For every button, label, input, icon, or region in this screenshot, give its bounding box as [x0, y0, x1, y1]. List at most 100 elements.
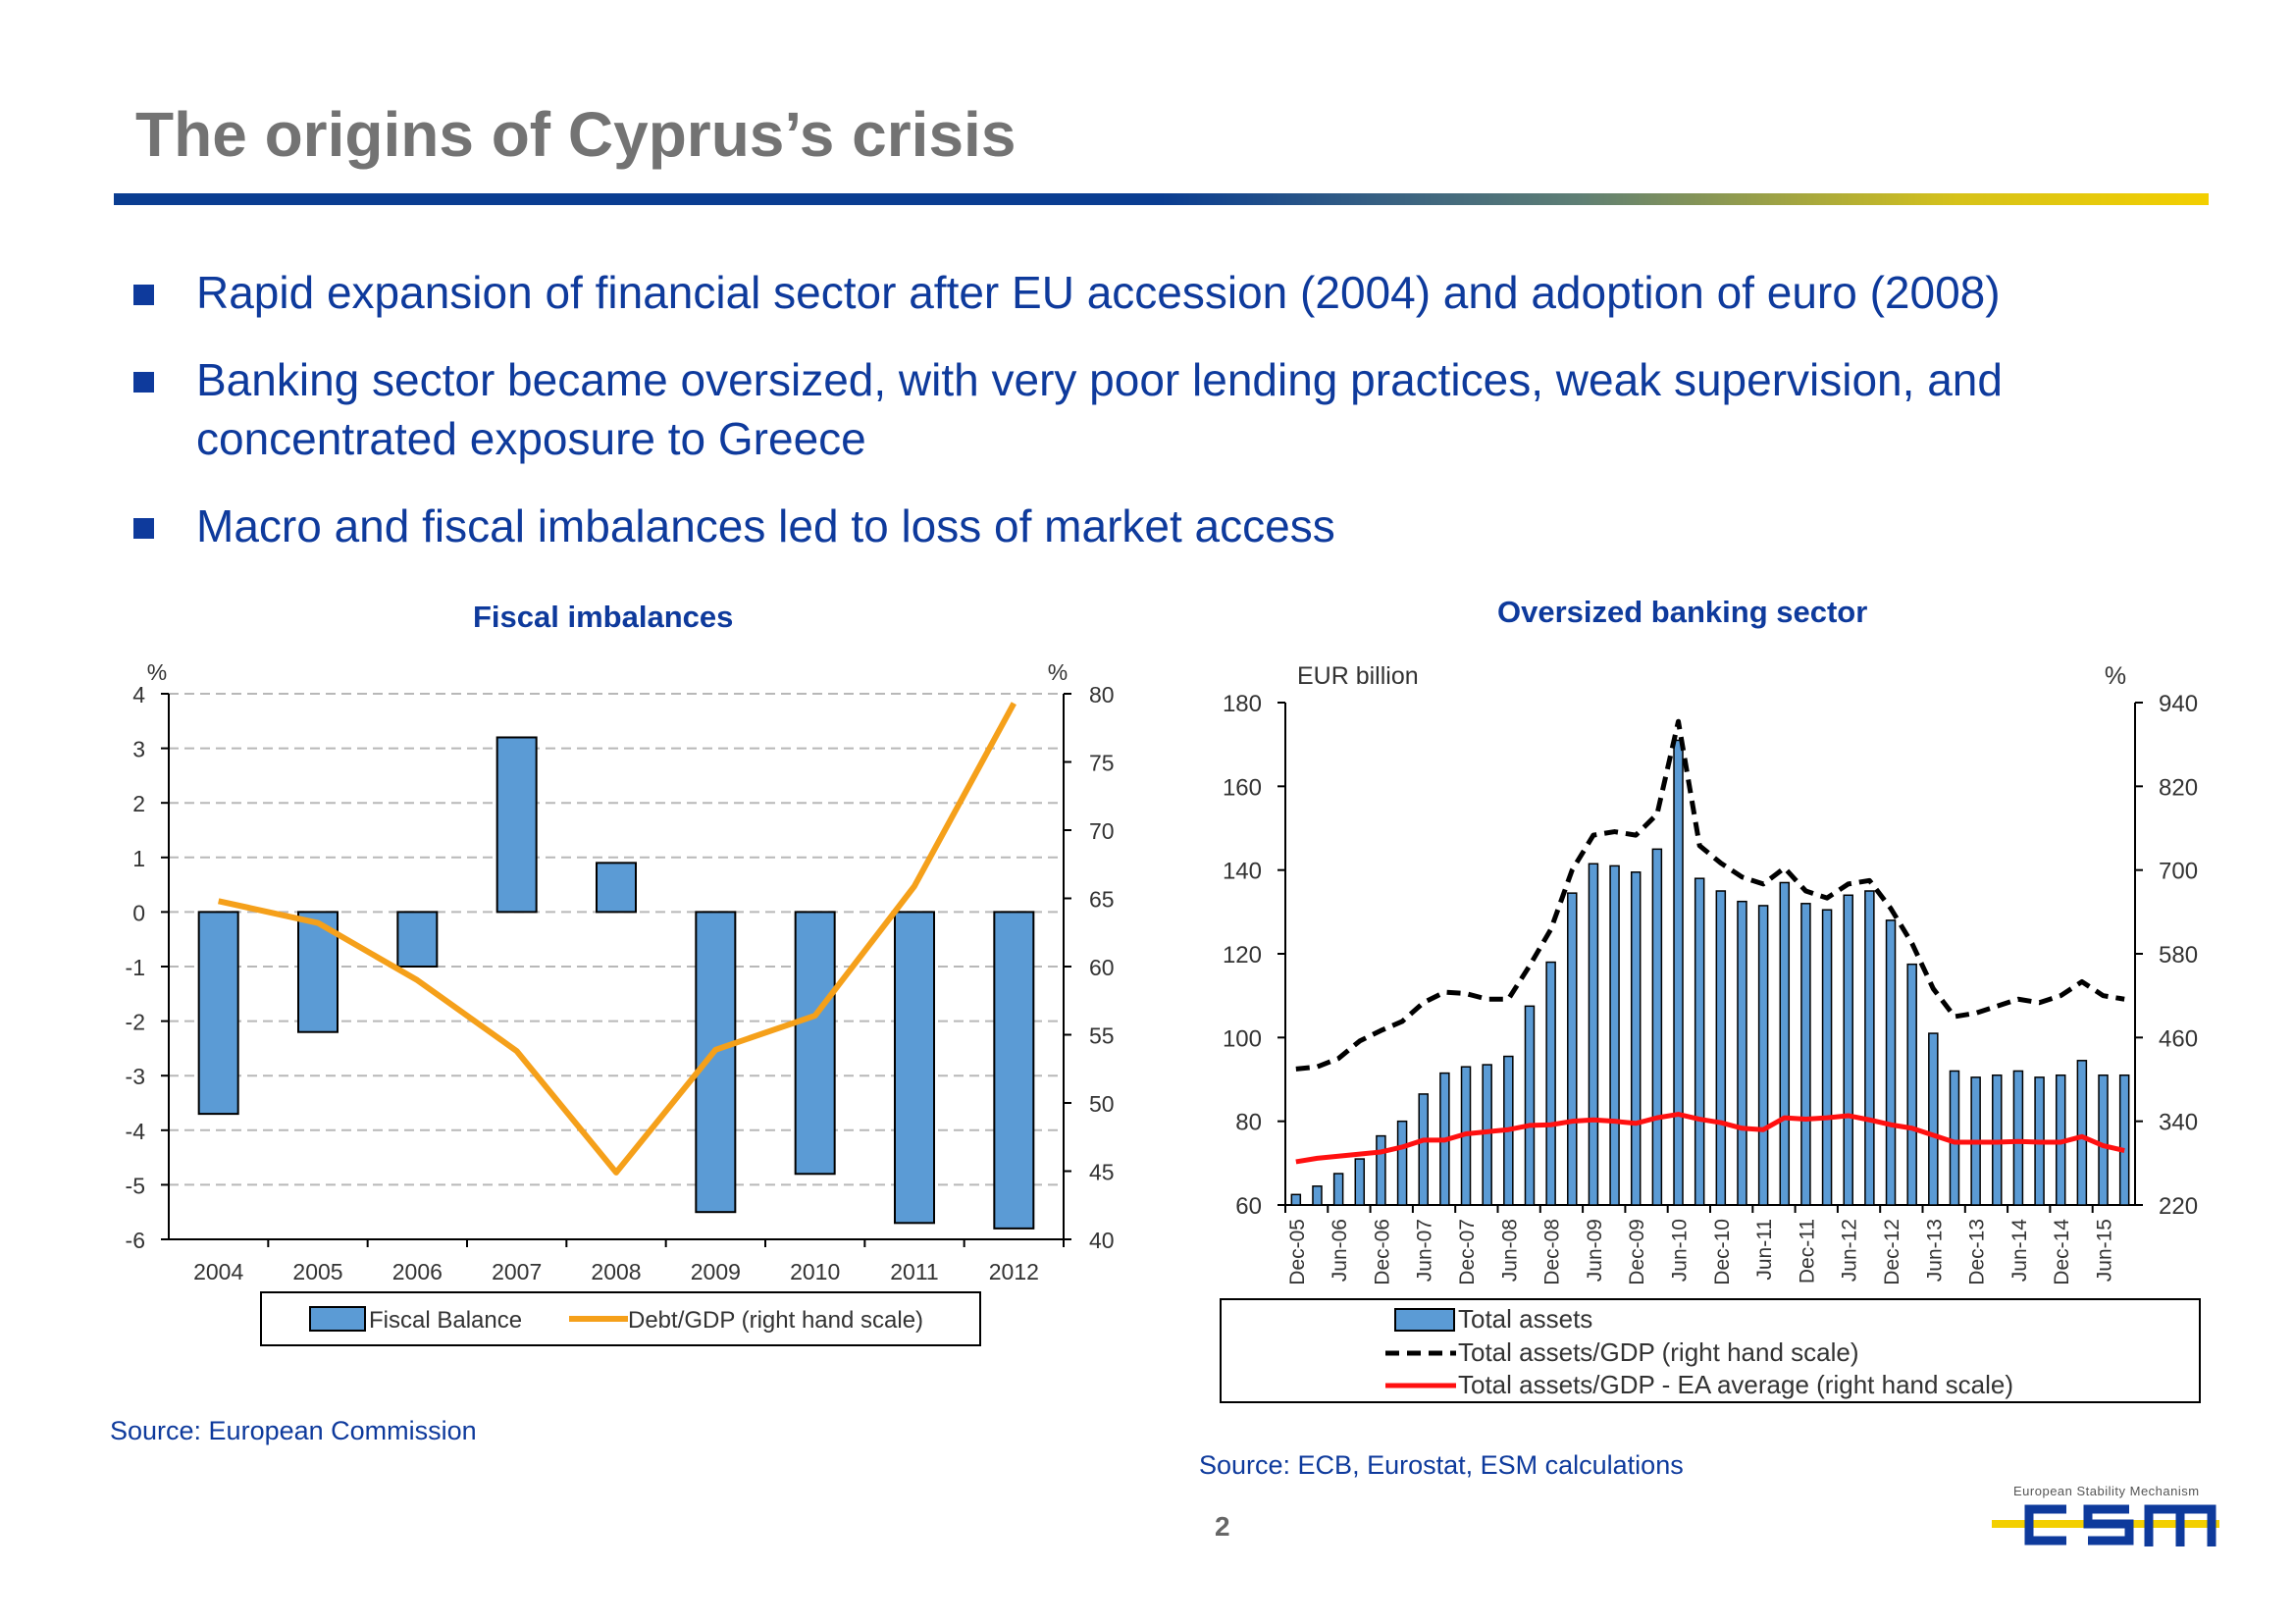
y2-tick-label: 70 — [1089, 818, 1115, 844]
legend-swatch-bar — [309, 1306, 366, 1332]
bullet-text: Banking sector became oversized, with ve… — [196, 354, 2003, 464]
y-tick-label: 60 — [1235, 1193, 1262, 1220]
bullet-square-icon — [133, 372, 154, 393]
bar-total-assets — [1376, 1134, 1386, 1206]
page-title: The origins of Cyprus’s crisis — [135, 99, 1017, 170]
bar-total-assets — [1588, 863, 1599, 1206]
x-tick-label: Dec-05 — [1286, 1219, 1309, 1285]
y2-tick-label: 700 — [2159, 859, 2198, 885]
y2-tick-label: 65 — [1089, 887, 1115, 913]
bar-total-assets — [1482, 1064, 1492, 1206]
x-tick-label: 2004 — [193, 1259, 243, 1284]
y2-tick-label: 55 — [1089, 1023, 1115, 1049]
bar-total-assets — [1332, 1173, 1344, 1206]
fiscal-chart-title: Fiscal imbalances — [473, 600, 734, 634]
x-tick-label: Jun-12 — [1839, 1219, 1861, 1282]
y-tick-label: -6 — [126, 1228, 145, 1253]
y2-tick-label: 220 — [2159, 1193, 2198, 1220]
banking-legend — [1220, 1298, 2201, 1403]
y-tick-label: -5 — [126, 1173, 145, 1198]
x-tick-label: 2007 — [492, 1259, 542, 1284]
y-tick-label: -3 — [126, 1064, 145, 1089]
x-tick-label: Jun-10 — [1669, 1219, 1692, 1282]
bar-fiscal-balance — [695, 911, 737, 1214]
bar-total-assets — [2098, 1074, 2109, 1206]
x-tick-label: Jun-14 — [2008, 1219, 2031, 1283]
y-tick-label: -4 — [126, 1119, 146, 1144]
esm-logo-icon — [1992, 1504, 2219, 1546]
bar-total-assets — [1651, 848, 1663, 1206]
y-tick-label: 120 — [1223, 942, 1262, 969]
fiscal-source: Source: European Commission — [110, 1416, 477, 1445]
x-tick-label: Jun-06 — [1329, 1219, 1351, 1282]
y-tick-label: 4 — [132, 682, 145, 707]
bar-total-assets — [1800, 903, 1811, 1206]
x-tick-label: Jun-08 — [1498, 1219, 1521, 1282]
bar-fiscal-balance — [197, 911, 239, 1116]
bar-total-assets — [1715, 890, 1727, 1206]
x-tick-label: 2005 — [292, 1259, 342, 1284]
legend-label: Total assets/GDP - EA average (right han… — [1458, 1370, 2013, 1399]
bar-total-assets — [1885, 919, 1897, 1206]
y2-tick-label: 45 — [1089, 1160, 1115, 1185]
bar-total-assets — [1757, 905, 1769, 1206]
legend-label: Fiscal Balance — [369, 1307, 522, 1334]
bar-total-assets — [1396, 1120, 1408, 1206]
x-tick-label: Dec-11 — [1796, 1219, 1818, 1283]
bullet-item: Rapid expansion of financial sector afte… — [133, 263, 2194, 322]
y2-tick-label: 820 — [2159, 774, 2198, 801]
x-tick-label: Dec-06 — [1371, 1219, 1393, 1285]
bar-total-assets — [1524, 1005, 1536, 1206]
bar-total-assets — [1737, 900, 1747, 1206]
bar-total-assets — [1609, 864, 1620, 1206]
esm-tagline: European Stability Mechanism — [2013, 1484, 2200, 1498]
left-axis-unit: % — [147, 659, 167, 685]
bar-total-assets — [1418, 1093, 1429, 1206]
bullet-square-icon — [133, 285, 154, 305]
x-tick-label: 2006 — [392, 1259, 443, 1284]
x-tick-label: Dec-13 — [1966, 1219, 1989, 1285]
bar-total-assets — [2076, 1060, 2088, 1206]
y2-tick-label: 940 — [2159, 691, 2198, 717]
y2-tick-label: 460 — [2159, 1025, 2198, 1052]
bar-total-assets — [1821, 909, 1833, 1206]
bar-total-assets — [2012, 1070, 2024, 1206]
y-tick-label: 80 — [1235, 1110, 1262, 1136]
y2-tick-label: 80 — [1089, 682, 1115, 707]
bar-total-assets — [1843, 894, 1853, 1206]
bar-fiscal-balance — [794, 911, 836, 1176]
page-number: 2 — [1215, 1511, 1230, 1542]
left-axis-unit: EUR billion — [1297, 662, 1419, 690]
bar-total-assets — [1864, 890, 1875, 1206]
x-tick-label: 2012 — [989, 1259, 1039, 1284]
y-tick-label: 0 — [132, 900, 145, 925]
x-tick-label: Dec-14 — [2051, 1219, 2073, 1285]
bar-total-assets — [1630, 871, 1642, 1206]
y2-tick-label: 340 — [2159, 1110, 2198, 1136]
y-tick-label: -1 — [126, 955, 145, 980]
banking-source: Source: ECB, Eurostat, ESM calculations — [1199, 1450, 1684, 1480]
bar-total-assets — [1567, 892, 1578, 1206]
y2-tick-label: 580 — [2159, 942, 2198, 969]
y2-tick-label: 75 — [1089, 751, 1115, 776]
bar-total-assets — [1290, 1193, 1302, 1206]
x-tick-label: 2008 — [591, 1259, 641, 1284]
line-total-assets-gdp — [1295, 718, 2125, 1072]
bar-total-assets — [1949, 1070, 1960, 1206]
banking-chart-title: Oversized banking sector — [1497, 595, 1868, 629]
y-tick-label: 2 — [132, 791, 145, 816]
y-tick-label: 1 — [132, 846, 145, 871]
x-tick-label: 2011 — [890, 1259, 938, 1284]
x-tick-label: Dec-12 — [1881, 1219, 1903, 1285]
bullet-item: Macro and fiscal imbalances led to loss … — [133, 497, 2194, 555]
y-tick-label: -2 — [126, 1010, 145, 1035]
y-tick-label: 140 — [1223, 859, 1262, 885]
bullet-item: Banking sector became oversized, with ve… — [133, 350, 2194, 468]
bar-total-assets — [1673, 739, 1684, 1206]
x-tick-label: Dec-07 — [1456, 1219, 1479, 1285]
y-tick-label: 160 — [1223, 774, 1262, 801]
bar-total-assets — [1545, 961, 1556, 1206]
bullet-square-icon — [133, 518, 154, 539]
right-axis-unit: % — [2105, 662, 2126, 690]
bar-fiscal-balance — [495, 736, 538, 914]
